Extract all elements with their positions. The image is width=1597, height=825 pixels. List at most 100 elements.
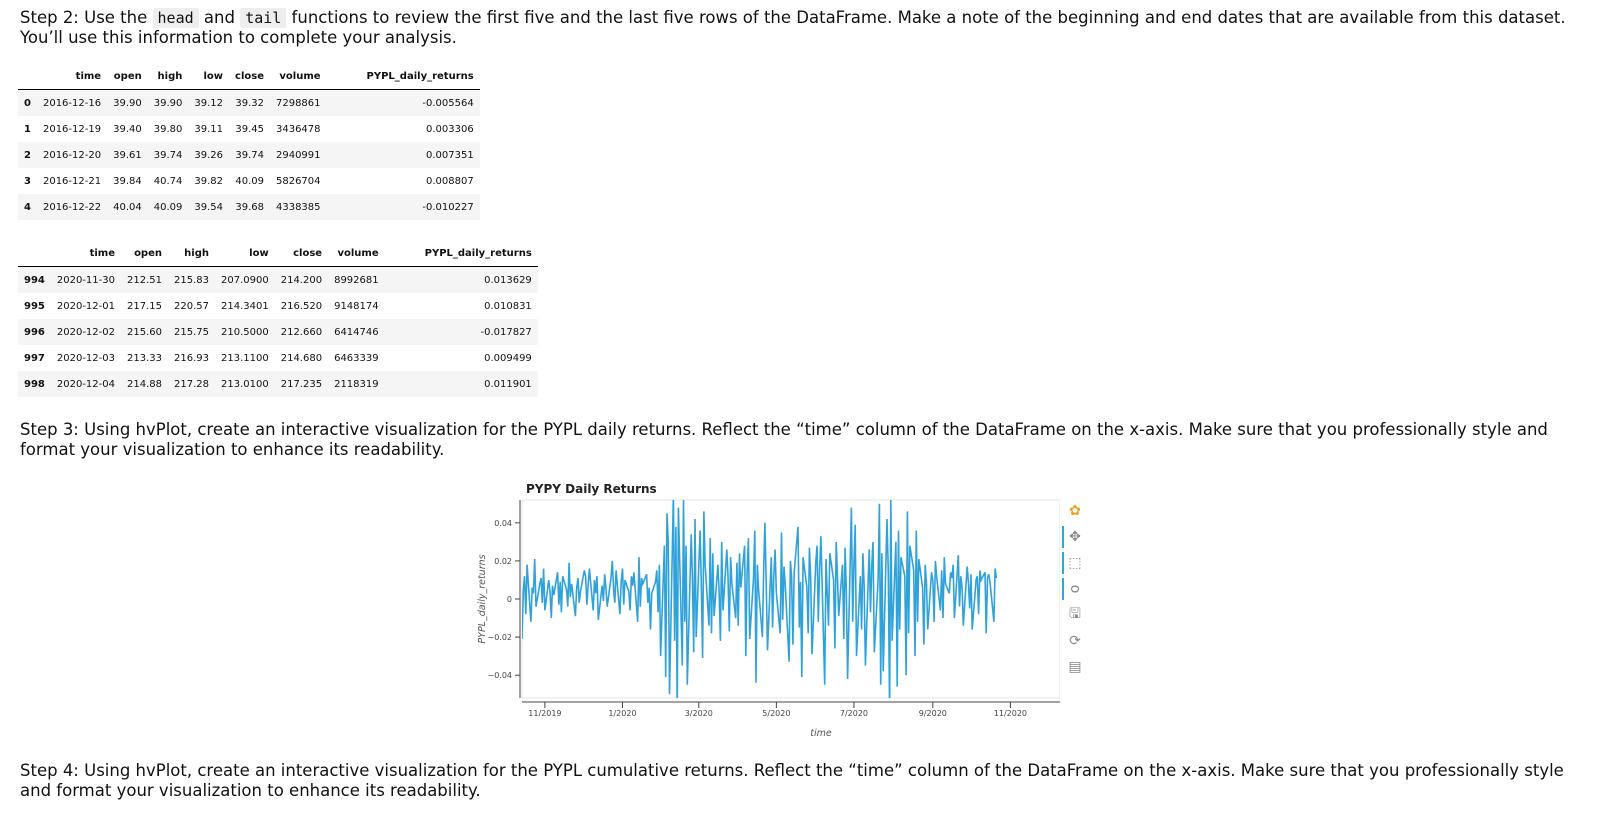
table-cell: 39.74	[235, 149, 264, 161]
table-cell: 40.09	[153, 201, 183, 213]
column-header: high	[147, 63, 189, 90]
table-cell: 40.04	[113, 201, 142, 213]
column-header: PYPL_daily_returns	[384, 240, 538, 267]
x-tick-label: 3/2020	[685, 709, 713, 718]
table-cell: 0.007351	[425, 149, 474, 161]
row-index: 997	[24, 352, 45, 364]
table-cell: 2118319	[334, 378, 379, 390]
table-cell: -0.005564	[422, 97, 474, 109]
column-header: time	[36, 63, 108, 90]
table-cell: 216.93	[174, 352, 209, 364]
table-cell: 39.54	[194, 201, 224, 213]
code-head: head	[152, 8, 199, 28]
table-cell: 39.82	[194, 175, 224, 187]
table-cell: 40.09	[235, 175, 264, 187]
table-row: 997 2020-12-03 213.33 216.93 213.1100 214.680…	[18, 345, 538, 371]
x-axis-label: time	[810, 728, 832, 739]
table-cell: 0.008807	[425, 175, 474, 187]
table-cell: 9148174	[334, 300, 379, 312]
column-header: close	[274, 240, 329, 267]
step3-instructions: Step 3: Using hvPlot, create an interact…	[20, 420, 1548, 459]
table-cell: 6414746	[334, 326, 379, 338]
hover-icon[interactable]: ▤	[1068, 659, 1082, 675]
column-header: low	[188, 63, 230, 90]
table-cell: 7298861	[275, 97, 321, 109]
table-cell: 214.680	[280, 352, 323, 364]
table-header-row: time open high low close volume PYPL_daily_ret…	[18, 240, 538, 267]
table-cell: 2020-12-01	[56, 300, 115, 312]
table-cell: 216.520	[280, 300, 323, 312]
daily-returns-chart[interactable]: 0.04 0.02 0 −0.02 −0.04 11/2019 1/2020 3/2020 5/…	[460, 478, 1060, 743]
table-row: 996 2020-12-02 215.60 215.75 210.5000 212.660…	[18, 319, 538, 345]
row-index: 3	[24, 175, 31, 187]
table-cell: 39.11	[194, 123, 224, 135]
pan-icon[interactable]: ✥	[1062, 526, 1086, 548]
table-cell: -0.010227	[422, 201, 474, 213]
table-cell: 8992681	[334, 274, 379, 286]
column-header: PYPL_daily_returns	[326, 63, 480, 90]
column-header: high	[168, 240, 215, 267]
table-cell: 39.45	[235, 123, 264, 135]
y-tick-label: −0.02	[487, 633, 512, 642]
table-cell: 220.57	[174, 300, 209, 312]
table-cell: 215.60	[127, 326, 162, 338]
x-tick-label: 1/2020	[608, 709, 636, 718]
table-cell: 0.010831	[484, 300, 532, 312]
table-row: 0 2016-12-16 39.90 39.90 39.12 39.32 7298861 -0…	[18, 89, 480, 116]
table-cell: 214.3401	[221, 300, 269, 312]
table-cell: 2016-12-21	[42, 175, 102, 187]
y-tick-label: −0.04	[487, 671, 512, 680]
column-header: close	[229, 63, 270, 90]
table-cell: 217.15	[127, 300, 162, 312]
row-index: 0	[24, 97, 31, 109]
table-cell: 5826704	[275, 175, 321, 187]
table-row: 1 2016-12-19 39.40 39.80 39.11 39.45 3436478 0.…	[18, 116, 480, 142]
plot-toolbar: ✿ ✥ ⬚ ᴑ 🖫 ⟳ ▤	[1061, 498, 1087, 680]
x-tick-label: 11/2019	[528, 709, 561, 718]
table-row: 3 2016-12-21 39.84 40.74 39.82 40.09 5826704 0.…	[18, 168, 480, 194]
column-header: open	[107, 63, 148, 90]
box-zoom-icon[interactable]: ⬚	[1062, 552, 1086, 574]
table-cell: 39.74	[153, 149, 183, 161]
table-cell: 2016-12-20	[42, 149, 102, 161]
table-cell: 39.90	[113, 97, 142, 109]
table-cell: 2016-12-22	[42, 201, 102, 213]
table-cell: 3436478	[275, 123, 321, 135]
row-index: 4	[24, 201, 31, 213]
chart-title: PYPY Daily Returns	[526, 482, 657, 496]
row-index: 1	[24, 123, 31, 135]
column-header: low	[215, 240, 275, 267]
x-tick-label: 7/2020	[840, 709, 868, 718]
table-row: 994 2020-11-30 212.51 215.83 207.0900 214.200…	[18, 266, 538, 293]
x-tick-label: 11/2020	[994, 709, 1027, 718]
y-tick-label: 0	[507, 595, 512, 604]
table-cell: 215.83	[174, 274, 209, 286]
table-cell: 39.90	[153, 97, 183, 109]
series-line	[522, 500, 998, 698]
wheel-zoom-icon[interactable]: ᴑ	[1062, 578, 1086, 600]
step4-instructions: Step 4: Using hvPlot, create an interact…	[20, 761, 1564, 800]
tail-dataframe-table: time open high low close volume PYPL_daily_ret…	[18, 240, 538, 397]
table-cell: 0.009499	[484, 352, 532, 364]
table-cell: 39.12	[194, 97, 224, 109]
reset-icon[interactable]: ⟳	[1069, 633, 1081, 649]
table-cell: 39.61	[113, 149, 142, 161]
table-cell: 213.33	[127, 352, 162, 364]
row-index: 994	[24, 274, 45, 286]
row-index: 995	[24, 300, 45, 312]
table-cell: 217.235	[280, 378, 323, 390]
table-cell: 39.40	[113, 123, 142, 135]
y-tick-label: 0.04	[494, 519, 512, 528]
table-cell: 0.013629	[484, 274, 532, 286]
x-tick-label: 9/2020	[919, 709, 947, 718]
column-header	[18, 240, 51, 267]
table-cell: 2020-11-30	[56, 274, 115, 286]
head-dataframe-table: time open high low close volume PYPL_daily_ret…	[18, 63, 480, 220]
table-cell: 2940991	[275, 149, 321, 161]
y-axis-label: PYPL_daily_returns	[477, 554, 488, 643]
table-row: 995 2020-12-01 217.15 220.57 214.3401 216.520…	[18, 293, 538, 319]
save-icon[interactable]: 🖫	[1069, 606, 1081, 622]
table-cell: 40.74	[153, 175, 183, 187]
table-cell: 207.0900	[221, 274, 269, 286]
column-header: volume	[328, 240, 385, 267]
